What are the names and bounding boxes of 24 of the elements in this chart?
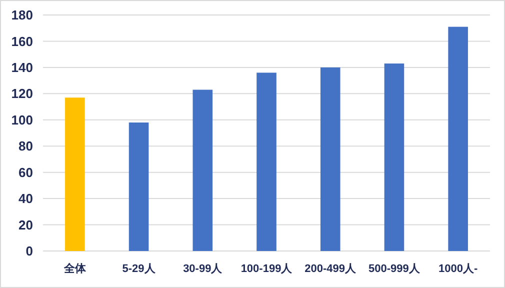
bar: [192, 90, 213, 251]
bar: [256, 72, 276, 251]
bar: [448, 26, 468, 251]
x-tick-label: 30-99人: [183, 263, 224, 275]
x-tick-label: 100-199人: [240, 263, 294, 275]
y-tick-label: 140: [11, 60, 33, 75]
bar: [384, 64, 404, 251]
bar: [65, 98, 85, 251]
x-tick-label: 500-999人: [368, 263, 421, 275]
x-tick-label: 1000人-: [438, 263, 478, 275]
y-tick-label: 180: [11, 8, 33, 23]
y-tick-label: 60: [18, 164, 33, 180]
y-tick-label: 40: [18, 191, 33, 206]
bar: [320, 67, 340, 251]
y-tick-label: 100: [11, 112, 33, 128]
y-tick-label: 20: [18, 217, 33, 232]
x-tick-label: 200-499人: [304, 263, 358, 275]
x-tick-label: 全体: [62, 262, 87, 275]
y-tick-label: 80: [18, 138, 33, 154]
y-tick-label: 160: [11, 34, 33, 49]
y-tick-label: 0: [26, 244, 33, 259]
bar: [128, 122, 149, 251]
y-tick-label: 120: [11, 86, 33, 102]
x-tick-label: 5-29人: [122, 263, 156, 275]
